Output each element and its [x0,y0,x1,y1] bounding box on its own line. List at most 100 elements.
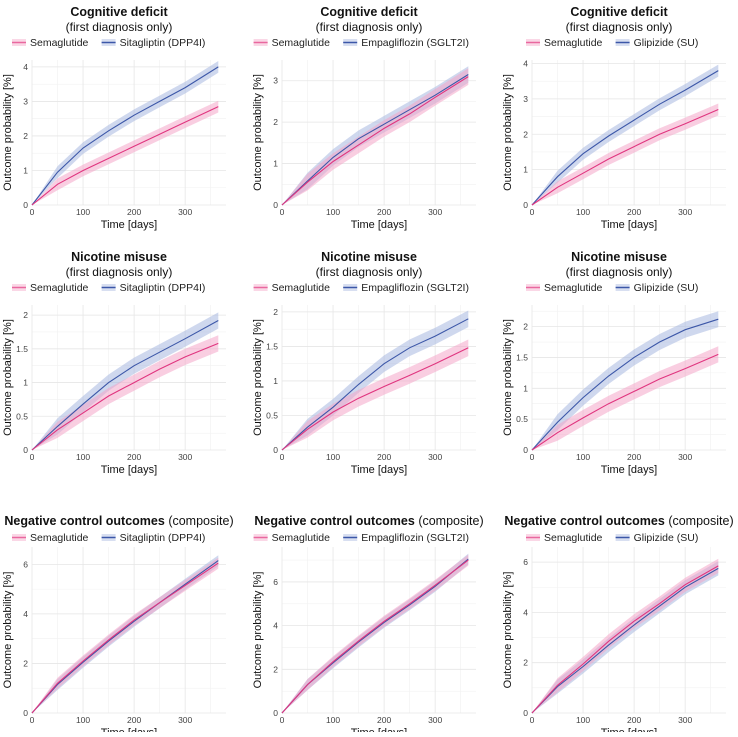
ci-band-comparator [32,61,219,205]
x-tick-label: 200 [127,715,141,725]
x-tick-label: 100 [576,452,590,462]
x-tick-label: 100 [76,207,90,217]
y-tick-label: 2 [23,131,28,141]
chart-title: Nicotine misuse [71,250,167,264]
chart-panel-9: Negative control outcomes (composite) Sem… [502,514,734,737]
y-tick-label: 1 [23,378,28,388]
x-tick-label: 200 [377,452,391,462]
chart-title-bold: Negative control outcomes [254,514,418,528]
series-line-comparator [31,66,219,206]
legend-label-semaglutide: Semaglutide [544,532,603,544]
legend-label-comparator: Sitagliptin (DPP4I) [120,37,206,49]
legend-label-semaglutide: Semaglutide [30,37,89,49]
x-tick-label: 300 [678,715,692,725]
x-axis-label: Time [days] [601,464,657,476]
chart-title: Negative control outcomes (composite) [504,514,733,528]
chart-panel-2: Cognitive deficit(first diagnosis only) S… [252,5,476,231]
y-tick-label: 1.5 [16,344,28,354]
series-line-semaglutide [31,342,219,451]
x-axis-label: Time [days] [351,727,407,732]
x-tick-label: 0 [530,715,535,725]
ci-band-semaglutide [32,557,219,713]
chart-title: Cognitive deficit [70,5,168,19]
chart-title-rest: (composite) [418,514,483,528]
ci-band-semaglutide [282,339,469,450]
x-tick-label: 200 [627,715,641,725]
y-tick-label: 1 [273,376,278,386]
chart-title-rest: (composite) [168,514,233,528]
x-tick-label: 0 [30,452,35,462]
x-tick-label: 200 [627,452,641,462]
chart-title: Nicotine misuse [571,250,667,264]
y-tick-label: 0 [23,708,28,718]
x-tick-label: 300 [678,452,692,462]
y-tick-label: 2 [23,310,28,320]
ci-band-semaglutide [282,554,469,713]
series-line-comparator [531,70,719,206]
y-tick-label: 2 [273,117,278,127]
legend-label-semaglutide: Semaglutide [30,282,89,294]
x-tick-label: 200 [377,207,391,217]
legend-label-semaglutide: Semaglutide [272,37,331,49]
legend-band-semaglutide [253,39,268,46]
legend-label-comparator: Glipizide (SU) [634,532,699,544]
x-tick-label: 0 [280,715,285,725]
y-axis-label: Outcome probability [%] [502,319,514,436]
ci-band-semaglutide [532,103,719,205]
x-tick-label: 100 [576,207,590,217]
chart-title: Cognitive deficit [570,5,668,19]
ci-band-semaglutide [32,335,219,450]
chart-subtitle: (first diagnosis only) [316,265,423,279]
x-tick-label: 100 [76,452,90,462]
ci-band-semaglutide [532,346,719,450]
y-tick-label: 0 [523,708,528,718]
y-tick-label: 0.5 [16,411,28,421]
legend-band-semaglutide [12,284,26,291]
y-tick-label: 6 [523,557,528,567]
x-tick-label: 0 [530,452,535,462]
y-tick-label: 2 [273,307,278,317]
series-line-semaglutide [531,108,719,206]
legend-label-semaglutide: Semaglutide [544,37,603,49]
y-axis-label: Outcome probability [%] [2,74,14,191]
x-tick-label: 0 [30,207,35,217]
y-tick-label: 3 [273,76,278,86]
y-tick-label: 2 [23,658,28,668]
y-axis-label: Outcome probability [%] [2,572,14,689]
legend-label-semaglutide: Semaglutide [30,532,89,544]
y-tick-label: 1 [23,165,28,175]
y-tick-label: 0 [523,445,528,455]
chart-title: Negative control outcomes (composite) [4,514,233,528]
chart-panel-3: Cognitive deficit(first diagnosis only) S… [502,5,726,231]
y-tick-label: 0 [273,200,278,210]
legend-label-semaglutide: Semaglutide [544,282,603,294]
chart-title: Cognitive deficit [320,5,418,19]
y-tick-label: 3 [23,96,28,106]
chart-subtitle: (first diagnosis only) [316,20,423,34]
chart-title: Negative control outcomes (composite) [254,514,483,528]
chart-subtitle: (first diagnosis only) [566,265,673,279]
x-axis-label: Time [days] [601,727,657,732]
y-tick-label: 0.5 [516,414,528,424]
x-tick-label: 300 [178,715,192,725]
y-tick-label: 2 [523,658,528,668]
legend-label-comparator: Glipizide (SU) [634,37,699,49]
y-tick-label: 2 [523,322,528,332]
chart-panel-5: Nicotine misuse(first diagnosis only) Sem… [252,250,476,476]
x-tick-label: 0 [280,207,285,217]
y-axis-label: Outcome probability [%] [252,319,264,436]
x-axis-label: Time [days] [601,219,657,231]
x-tick-label: 100 [576,715,590,725]
chart-panel-1: Cognitive deficit(first diagnosis only) S… [2,5,226,231]
y-tick-label: 0.5 [266,410,278,420]
chart-subtitle: (first diagnosis only) [566,20,673,34]
y-tick-label: 1.5 [266,341,278,351]
chart-subtitle: (first diagnosis only) [66,20,173,34]
grid [531,60,726,206]
x-axis-label: Time [days] [101,464,157,476]
y-tick-label: 0 [23,445,28,455]
y-tick-label: 0 [273,708,278,718]
y-tick-label: 4 [23,62,28,72]
x-tick-label: 300 [678,207,692,217]
